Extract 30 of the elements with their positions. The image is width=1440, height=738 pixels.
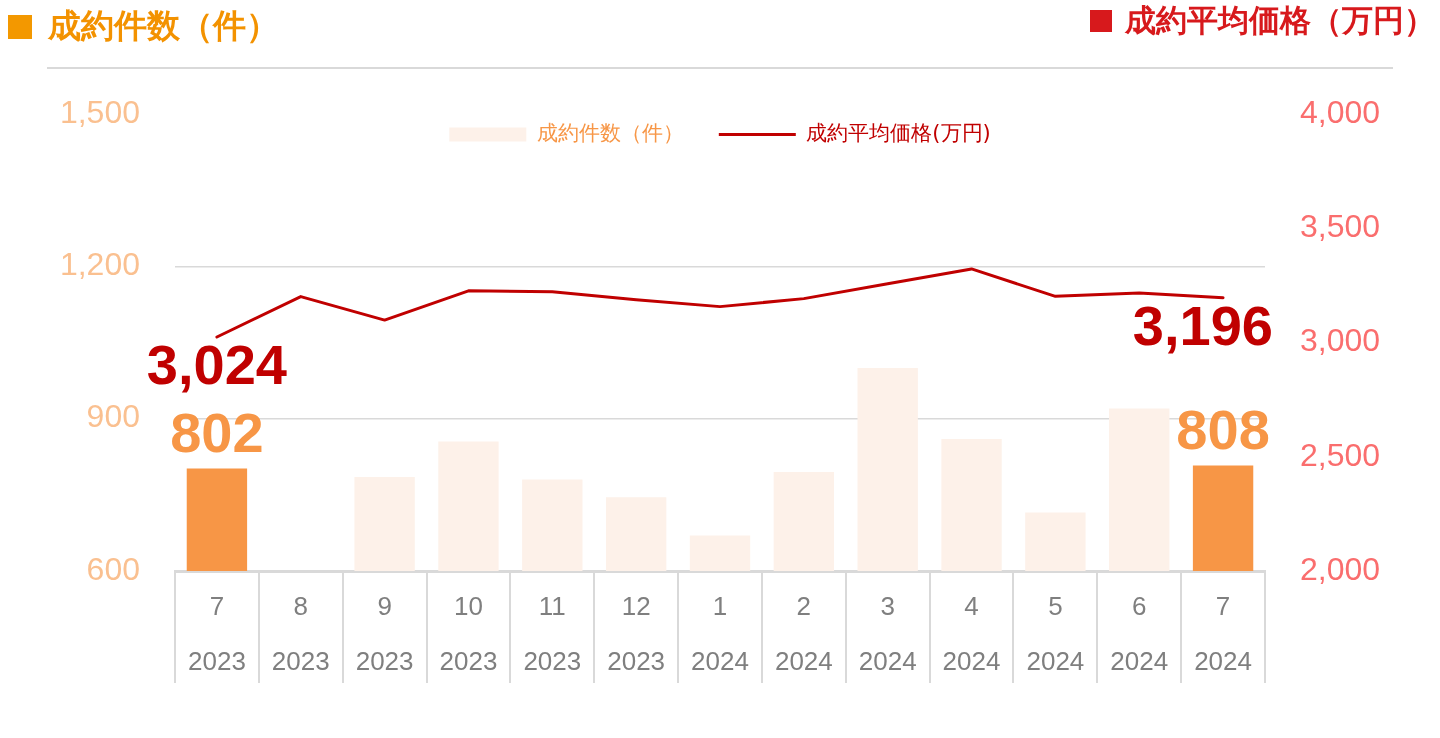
y-tick-label: 900 [86,398,140,435]
x-tick-label: 4 2024 [942,590,1001,676]
x-tick-label: 2 2024 [774,590,833,676]
y2-tick-label: 3,500 [1300,208,1381,245]
y2-axis-title: 成約平均価格（万円） [1125,1,1435,40]
x-tick-label: 9 2023 [355,590,414,676]
y2-tick-label: 4,000 [1300,93,1381,130]
data-label: 3,196 [1132,294,1273,358]
data-label: 3,024 [146,333,287,397]
x-tick-label: 12 2023 [607,590,666,676]
x-tick-label: 7 2023 [188,590,246,676]
y-axis-title: 成約件数（件） [48,5,279,47]
x-tick-label: 10 2023 [439,590,498,676]
x-tick-label: 5 2024 [1026,590,1085,676]
y-tick-label: 1,500 [59,93,140,130]
y-tick-label: 1,200 [59,246,140,283]
y2-tick-label: 2,500 [1300,436,1381,473]
y-tick-label: 600 [86,550,140,587]
y2-tick-label: 2,000 [1300,550,1381,587]
y2-tick-label: 3,000 [1300,322,1381,359]
data-label: 808 [1176,397,1270,461]
legend-label: 成約件数（件） [536,120,684,145]
x-tick-label: 3 2024 [858,590,917,676]
x-tick-label: 7 2024 [1194,590,1252,676]
x-tick-label: 1 2024 [691,590,749,676]
x-tick-label: 6 2024 [1110,590,1169,676]
legend-label: 成約平均価格(万円) [806,120,991,145]
data-label: 802 [170,400,264,464]
x-tick-label: 8 2023 [271,590,330,676]
x-tick-label: 11 2023 [523,590,582,676]
